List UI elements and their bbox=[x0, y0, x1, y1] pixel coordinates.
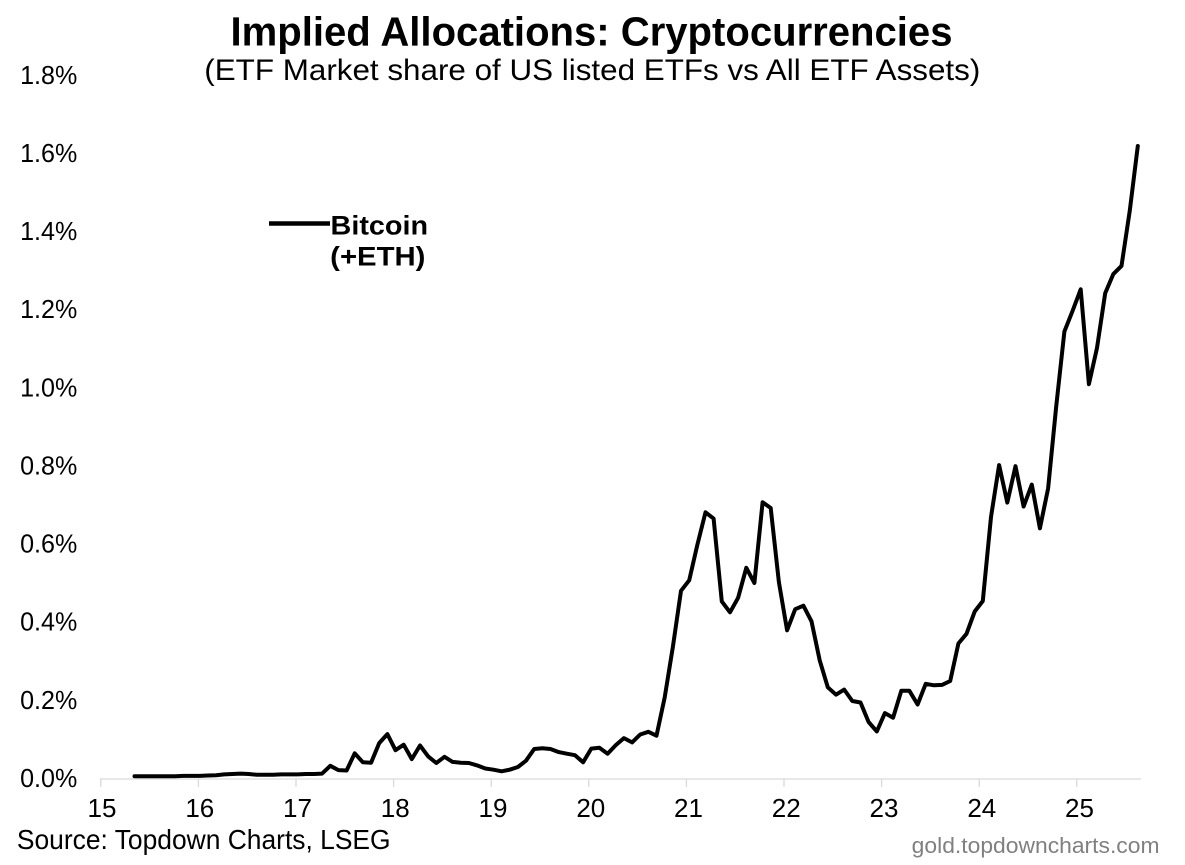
svg-text:Implied Allocations: Cryptocur: Implied Allocations: Cryptocurrencies bbox=[231, 8, 953, 54]
svg-text:23: 23 bbox=[870, 793, 899, 823]
svg-text:(ETF Market share of US listed: (ETF Market share of US listed ETFs vs A… bbox=[204, 54, 980, 87]
svg-text:21: 21 bbox=[674, 793, 703, 823]
svg-text:17: 17 bbox=[283, 793, 312, 823]
svg-text:1.8%: 1.8% bbox=[20, 62, 77, 90]
svg-text:1.2%: 1.2% bbox=[20, 296, 77, 324]
svg-text:Bitcoin: Bitcoin bbox=[331, 210, 429, 240]
svg-text:Source: Topdown Charts, LSEG: Source: Topdown Charts, LSEG bbox=[17, 824, 391, 855]
svg-text:gold.topdowncharts.com: gold.topdowncharts.com bbox=[912, 833, 1160, 858]
svg-text:19: 19 bbox=[479, 793, 508, 823]
svg-text:1.4%: 1.4% bbox=[20, 218, 77, 246]
svg-text:20: 20 bbox=[576, 793, 605, 823]
svg-text:16: 16 bbox=[185, 793, 214, 823]
svg-text:24: 24 bbox=[967, 793, 996, 823]
svg-text:1.6%: 1.6% bbox=[20, 140, 77, 168]
svg-text:0.4%: 0.4% bbox=[20, 609, 77, 637]
svg-text:0.0%: 0.0% bbox=[20, 765, 77, 793]
svg-text:15: 15 bbox=[88, 793, 117, 823]
svg-text:0.2%: 0.2% bbox=[20, 687, 77, 715]
svg-text:22: 22 bbox=[772, 793, 801, 823]
svg-text:18: 18 bbox=[381, 793, 410, 823]
svg-text:25: 25 bbox=[1065, 793, 1094, 823]
svg-text:1.0%: 1.0% bbox=[20, 374, 77, 402]
svg-text:(+ETH): (+ETH) bbox=[330, 242, 425, 272]
svg-text:0.8%: 0.8% bbox=[20, 453, 77, 481]
svg-text:0.6%: 0.6% bbox=[20, 531, 77, 559]
